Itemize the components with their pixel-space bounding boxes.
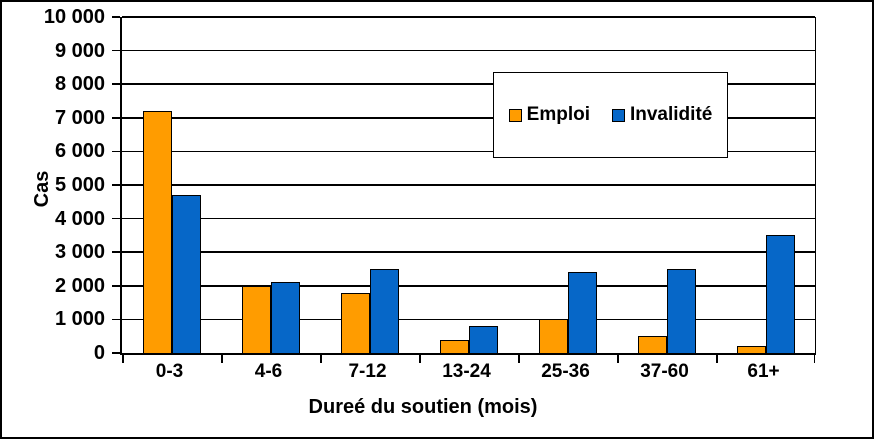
x-tick-label-0-3: 0-3 [155,361,184,382]
x-axis-labels: 0-3 4-6 7-12 13-24 25-36 37-60 61+ [120,360,813,386]
y-tick-label-9000: 9 000 [54,39,105,62]
x-tick-label-4-6: 4-6 [254,361,283,382]
gridline-4000 [122,217,815,220]
y-tick-1000 [112,318,120,321]
y-tick-label-4000: 4 000 [54,207,105,230]
y-axis-labels: 0 1 000 2 000 3 000 4 000 5 000 6 000 7 000 8 00… [2,2,105,437]
y-tick-9000 [112,49,120,52]
x-axis-title: Dureé du soutien (mois) [308,396,538,418]
bar-group-0-3 [122,17,221,353]
y-tick-label-1000: 1 000 [54,308,105,331]
y-tick-3000 [112,251,120,253]
bar-invalidité-4-6 [270,282,300,353]
plot-area [112,16,816,363]
gridline-5000 [122,184,815,186]
bar-emploi-37-60 [637,336,667,353]
gridline-6000 [122,150,815,153]
gridline-10000 [122,16,815,18]
y-tick-6000 [112,150,120,153]
bar-group-25-36 [518,17,617,353]
y-tick-label-8000: 8 000 [54,73,105,96]
y-tick-label-10000: 10 000 [43,6,105,28]
y-tick-8000 [112,83,120,85]
x-tick-6 [716,355,718,363]
legend-swatch-emploi [508,108,522,122]
bar-emploi-0-3 [142,111,172,353]
gridline-7000 [122,117,815,119]
bar-group-61+ [716,17,815,353]
legend-label-emploi: Emploi [526,104,590,125]
y-tick-4000 [112,217,120,220]
x-tick-4 [518,355,520,363]
legend: Emploi Invalidité [493,72,728,158]
bar-emploi-13-24 [439,340,469,353]
legend-label-invalidite: Invalidité [629,104,713,125]
bar-group-4-6 [221,17,320,353]
bar-invalidité-61+ [765,235,795,353]
y-tick-label-0: 0 [93,342,105,364]
x-tick-2 [320,355,322,363]
x-tick-7 [813,355,815,363]
legend-item-emploi: Emploi [508,104,590,126]
legend-item-invalidite: Invalidité [611,104,713,126]
bar-invalidité-25-36 [567,272,597,353]
bar-group-37-60 [617,17,716,353]
legend-swatch-invalidite [611,108,625,122]
bar-group-7-12 [320,17,419,353]
x-tick-label-13-24: 13-24 [442,361,491,382]
y-tick-label-3000: 3 000 [54,241,105,264]
bar-emploi-61+ [736,346,766,353]
x-tick-label-37-60: 37-60 [640,361,689,382]
x-tick-label-25-36: 25-36 [541,361,590,382]
x-tick-3 [419,355,421,363]
gridline-2000 [122,285,815,287]
x-tick-1 [221,355,223,363]
x-tick-5 [617,355,619,363]
y-tick-2000 [112,285,120,287]
gridline-1000 [122,318,815,321]
y-tick-label-5000: 5 000 [54,174,105,196]
bar-invalidité-0-3 [171,195,201,353]
gridline-3000 [122,251,815,253]
bar-emploi-7-12 [340,293,370,353]
y-tick-7000 [112,117,120,119]
y-tick-5000 [112,184,120,186]
gridline-9000 [122,49,815,52]
bar-emploi-4-6 [241,286,271,353]
bar-emploi-25-36 [538,319,568,353]
y-tick-label-2000: 2 000 [54,274,105,297]
x-tick-label-61+: 61+ [747,361,780,382]
x-tick-0 [122,355,124,363]
bar-invalidité-37-60 [666,269,696,353]
x-tick-label-7-12: 7-12 [348,361,387,382]
y-tick-0 [112,352,120,354]
y-tick-label-7000: 7 000 [54,106,105,129]
bar-invalidité-13-24 [468,326,498,353]
y-tick-10000 [112,16,120,18]
gridline-8000 [122,83,815,85]
bar-invalidité-7-12 [369,269,399,353]
bar-group-13-24 [419,17,518,353]
y-tick-label-6000: 6 000 [54,140,105,163]
